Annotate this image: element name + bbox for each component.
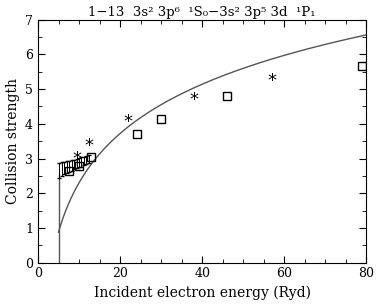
Text: *: * — [268, 73, 277, 91]
Y-axis label: Collision strength: Collision strength — [6, 78, 19, 204]
Title: 1−13  3s² 3p⁶  ¹S₀−3s² 3p⁵ 3d  ¹P₁: 1−13 3s² 3p⁶ ¹S₀−3s² 3p⁵ 3d ¹P₁ — [89, 6, 316, 19]
Text: *: * — [190, 91, 198, 109]
Text: *: * — [73, 150, 81, 167]
X-axis label: Incident electron energy (Ryd): Incident electron energy (Ryd) — [94, 286, 311, 300]
Text: *: * — [85, 137, 94, 155]
Text: *: * — [124, 113, 133, 131]
